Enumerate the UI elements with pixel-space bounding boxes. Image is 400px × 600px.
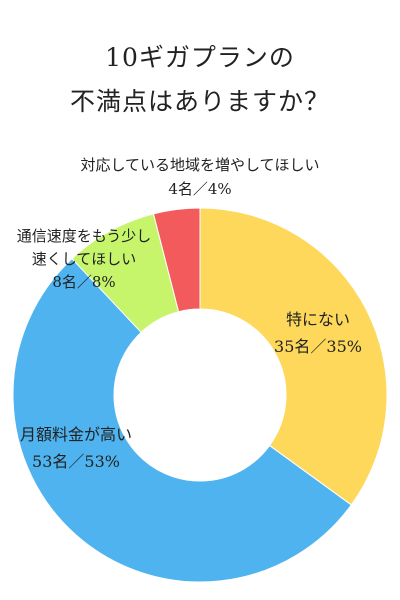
slice-label-2-line-2: 53名／53%	[32, 452, 120, 471]
slice-label-2: 月額料金が高い 53名／53%	[20, 425, 132, 471]
slice-label-4-line-2: 4名／4%	[168, 180, 231, 198]
donut-slice-1	[199, 207, 388, 506]
donut-slice-4	[152, 207, 201, 313]
slice-label-1: 特にない 35名／35%	[274, 310, 362, 356]
chart-title-line-2: 不満点はありますか？	[69, 87, 330, 116]
chart-title-line-1: 10ギガプランの	[105, 43, 295, 72]
slice-label-3-line-3: 8名／8%	[52, 273, 115, 291]
slice-label-3: 通信速度をもう少し速くしてほしい 8名／8%	[17, 227, 152, 291]
slice-label-1-line-2: 35名／35%	[274, 337, 362, 356]
slice-label-4: 対応している地域を増やしてほしい 4名／4%	[80, 156, 319, 198]
slice-label-1-line-1: 特にない	[286, 310, 350, 329]
slice-label-4-line-1: 対応している地域を増やしてほしい	[80, 156, 319, 174]
slice-label-3-line-2: 速くしてほしい	[32, 250, 137, 268]
slice-label-2-line-1: 月額料金が高い	[20, 425, 132, 444]
slice-label-3-line-1: 通信速度をもう少し	[17, 227, 152, 245]
donut-slice-2	[12, 257, 352, 583]
